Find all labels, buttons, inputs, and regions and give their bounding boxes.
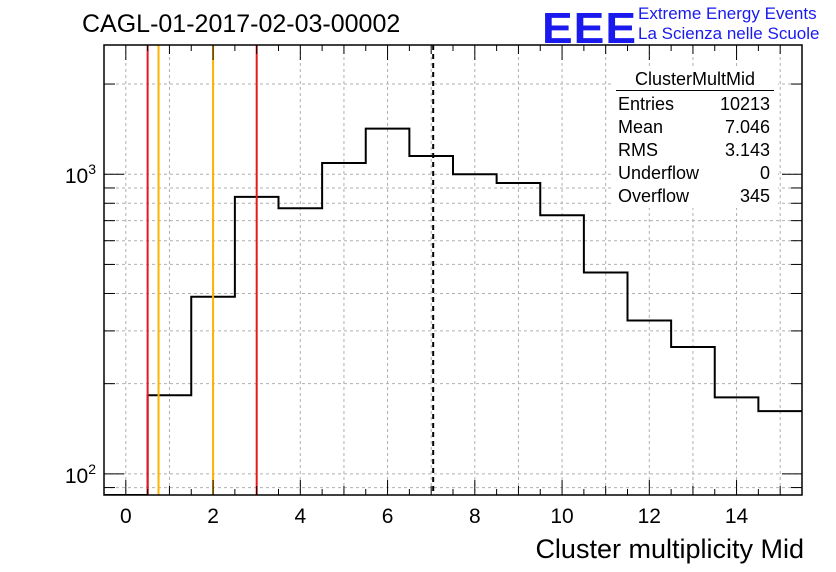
histogram-bin: [671, 347, 715, 495]
x-tick-label: 8: [469, 505, 481, 528]
histogram-outline: [104, 127, 802, 495]
histogram-series: [104, 127, 802, 495]
eee-logo: EEE: [542, 2, 638, 53]
histogram-bin: [409, 156, 453, 495]
x-tick-label: 2: [207, 505, 219, 528]
x-axis-label: Cluster multiplicity Mid: [535, 534, 804, 564]
stats-row-underflow: Underflow 0: [612, 162, 778, 185]
histogram-bin: [758, 411, 802, 495]
logo-line-2: La Scienza nelle Scuole: [638, 24, 820, 43]
grid-lines: [104, 45, 802, 495]
y-tick-base: 10: [65, 165, 88, 188]
stats-row-entries: Entries 10213: [612, 93, 778, 116]
x-tick-label: 14: [725, 505, 749, 528]
histogram-bin: [540, 215, 584, 495]
stats-row-mean: Mean 7.046: [612, 116, 778, 139]
stats-value: 345: [739, 186, 770, 206]
x-tick-label: 4: [294, 505, 306, 528]
stats-label: RMS: [618, 140, 658, 160]
stats-box: ClusterMultMid Entries 10213 Mean 7.046 …: [612, 68, 778, 208]
axis-ticks: [103, 45, 803, 495]
histogram-bin: [453, 174, 497, 495]
stats-label: Entries: [618, 94, 675, 114]
stats-label: Underflow: [618, 163, 700, 183]
stats-label: Overflow: [618, 186, 690, 206]
histogram-bin: [584, 272, 628, 495]
cut-lines: [146, 45, 435, 495]
logo-line-1: Extreme Energy Events: [638, 4, 817, 23]
histogram-bin: [628, 320, 672, 495]
x-tick-label: 10: [550, 505, 573, 528]
stats-row-overflow: Overflow 345: [612, 185, 778, 208]
x-tick-label: 0: [120, 505, 132, 528]
histogram-bin: [279, 208, 323, 495]
stats-title: ClusterMultMid: [616, 68, 774, 91]
stats-label: Mean: [618, 117, 664, 137]
histogram-bin: [322, 163, 366, 495]
stats-value: 10213: [719, 94, 770, 114]
x-tick-label: 12: [638, 505, 661, 528]
y-tick-exponent: 3: [88, 161, 96, 177]
stats-value: 0: [759, 163, 770, 183]
y-tick-label: 103: [65, 161, 96, 188]
stats-value: 7.046: [724, 117, 770, 137]
chart-title: CAGL-01-2017-02-03-00002: [82, 10, 401, 38]
y-tick-base: 10: [65, 465, 88, 488]
y-tick-label: 102: [65, 461, 96, 488]
histogram-bin: [148, 395, 192, 495]
histogram-bin: [497, 183, 541, 495]
stats-row-rms: RMS 3.143: [612, 139, 778, 162]
x-tick-label: 6: [382, 505, 394, 528]
stats-value: 3.143: [724, 140, 770, 160]
histogram-bin: [366, 129, 410, 495]
y-tick-exponent: 2: [88, 461, 96, 477]
